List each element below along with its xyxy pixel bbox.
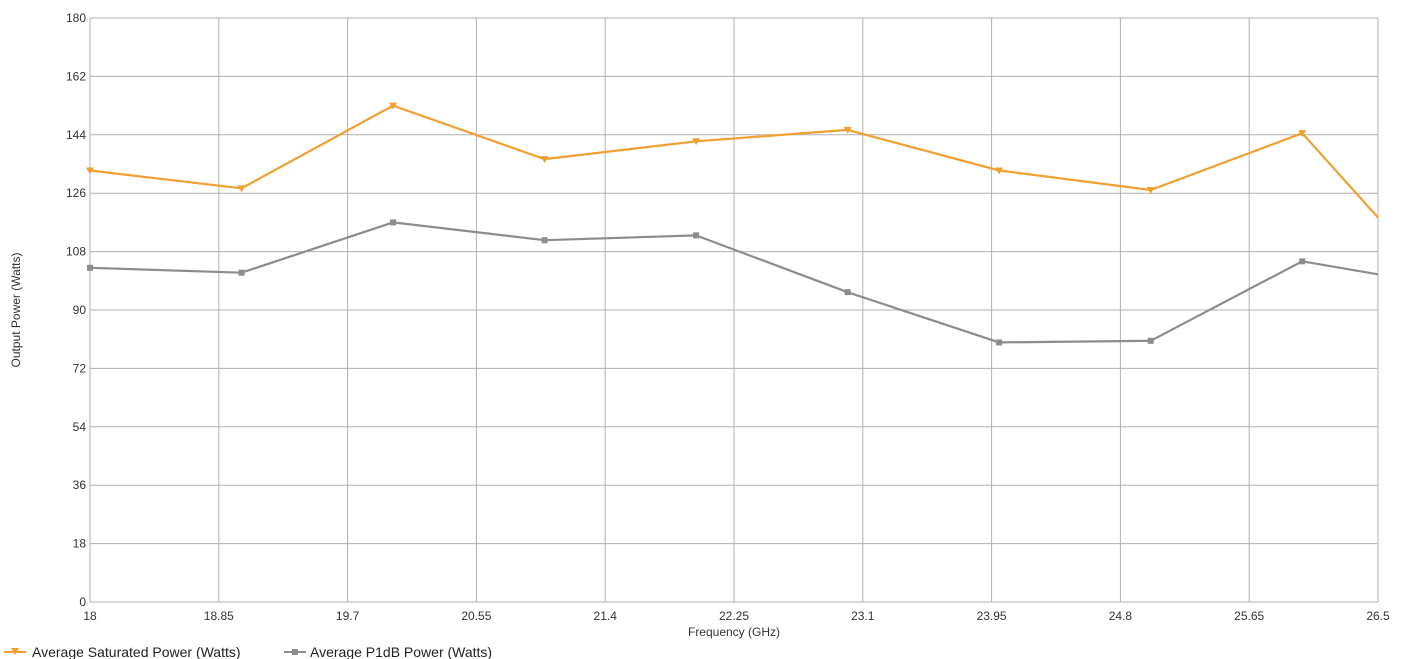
y-tick-label: 90 xyxy=(73,303,87,317)
data-point-marker xyxy=(237,185,246,193)
x-tick-label: 19.7 xyxy=(336,609,360,623)
data-point-marker xyxy=(390,219,397,226)
data-point-marker xyxy=(86,167,94,175)
data-point-marker xyxy=(1147,337,1154,344)
x-tick-label: 25.65 xyxy=(1234,609,1264,623)
series-line xyxy=(89,221,1379,344)
data-point-marker xyxy=(1146,186,1155,194)
legend-label-p1db: Average P1dB Power (Watts) xyxy=(310,644,492,659)
data-point-marker xyxy=(389,102,398,110)
series-saturated xyxy=(86,102,1379,219)
data-point-marker xyxy=(540,156,549,164)
series-layer xyxy=(86,102,1379,346)
x-tick-label: 18 xyxy=(83,609,97,623)
x-tick-label: 22.25 xyxy=(719,609,749,623)
y-tick-label: 126 xyxy=(66,186,86,200)
legend-label-saturated: Average Saturated Power (Watts) xyxy=(32,644,241,659)
y-tick-label: 108 xyxy=(66,245,86,259)
legend-item-p1db: Average P1dB Power (Watts) xyxy=(284,644,492,659)
x-tick-label: 23.1 xyxy=(851,609,875,623)
x-tick-label: 24.8 xyxy=(1109,609,1133,623)
x-axis-tick-labels: 18 18.85 19.7 20.55 21.4 22.25 23.1 23.95 24.8 25… xyxy=(83,609,1390,623)
data-point-marker xyxy=(844,289,851,296)
data-point-marker xyxy=(1298,130,1307,138)
series-line xyxy=(89,104,1379,219)
data-point-marker xyxy=(996,339,1003,346)
legend-item-saturated: Average Saturated Power (Watts) xyxy=(4,644,241,659)
legend-triangle-marker-icon xyxy=(11,648,19,655)
y-tick-label: 0 xyxy=(79,595,86,609)
y-tick-label: 180 xyxy=(66,11,86,25)
data-point-marker xyxy=(238,269,245,276)
y-axis-label: Output Power (Watts) xyxy=(9,253,23,368)
x-tick-label: 20.55 xyxy=(461,609,491,623)
legend-square-marker-icon xyxy=(292,649,298,655)
data-point-marker xyxy=(541,237,548,244)
x-tick-label: 23.95 xyxy=(977,609,1007,623)
y-tick-label: 36 xyxy=(73,478,87,492)
y-axis-tick-labels: 0 18 36 54 72 90 108 126 144 162 180 xyxy=(66,11,86,609)
data-point-marker xyxy=(692,138,701,146)
data-point-marker xyxy=(1299,258,1306,265)
x-tick-label: 18.85 xyxy=(204,609,234,623)
y-tick-label: 144 xyxy=(66,128,86,142)
legend: Average Saturated Power (Watts) Average … xyxy=(4,644,492,659)
x-tick-label: 26.5 xyxy=(1366,609,1390,623)
data-point-marker xyxy=(87,264,93,271)
data-point-marker xyxy=(843,126,852,134)
y-tick-label: 72 xyxy=(73,361,87,375)
series-p1db xyxy=(87,219,1379,346)
y-tick-label: 54 xyxy=(73,420,87,434)
y-tick-label: 18 xyxy=(73,537,87,551)
y-tick-label: 162 xyxy=(66,69,86,83)
data-point-marker xyxy=(995,167,1004,175)
x-axis-label: Frequency (GHz) xyxy=(688,625,780,639)
data-point-marker xyxy=(693,232,700,239)
grid-lines xyxy=(89,17,1379,603)
x-tick-label: 21.4 xyxy=(594,609,618,623)
